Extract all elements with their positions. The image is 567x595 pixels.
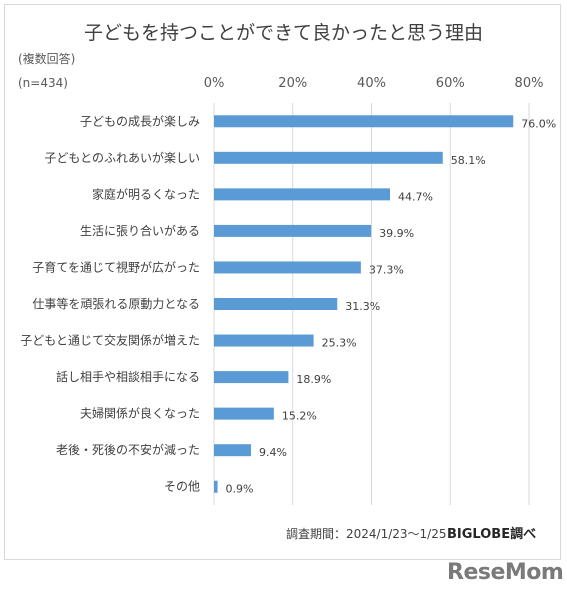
value-label: 44.7%: [398, 190, 433, 203]
category-label: 子どもの成長が楽しみ: [80, 113, 200, 128]
bar: [214, 334, 314, 347]
value-label: 31.3%: [345, 300, 380, 313]
bar: [214, 298, 338, 310]
bar: [214, 188, 391, 201]
sample-size-note: (n=434): [18, 76, 68, 90]
bar: [214, 444, 252, 457]
source-brand: BIGLOBE調べ: [447, 527, 537, 542]
category-label: 老後・死後の不安が減った: [56, 442, 200, 457]
value-label: 39.9%: [379, 227, 414, 240]
x-tick-label: 80%: [515, 76, 544, 91]
bar: [214, 115, 514, 128]
value-label: 15.2%: [282, 410, 317, 423]
chart-frame: [4, 4, 561, 560]
category-label: 仕事等を頑張れる原動力となる: [32, 297, 200, 311]
value-label: 0.9%: [226, 483, 254, 496]
category-label: 話し相手や相談相手になる: [56, 369, 200, 384]
bar: [214, 407, 274, 420]
category-label: 子どもと通じて交友関係が増えた: [20, 333, 200, 348]
bar: [214, 224, 372, 237]
x-tick-label: 0%: [204, 76, 225, 91]
x-tick-label: 60%: [436, 76, 465, 91]
multi-answer-note: (複数回答): [18, 52, 76, 66]
value-label: 37.3%: [369, 263, 404, 276]
bar: [214, 151, 443, 164]
survey-period: 調査期間：2024/1/23～1/25: [286, 527, 447, 541]
category-label: 夫婦関係が良くなった: [80, 406, 200, 421]
value-label: 76.0%: [521, 117, 556, 130]
value-label: 18.9%: [296, 373, 331, 386]
bar: [214, 371, 289, 384]
category-label: 子どもとのふれあいが楽しい: [44, 150, 200, 165]
category-label: 子育てを通じて視野が広がった: [32, 259, 200, 274]
chart-title: 子どもを持つことができて良かったと思う理由: [83, 22, 483, 44]
bar: [214, 480, 218, 493]
value-label: 9.4%: [259, 446, 287, 459]
category-label: 家庭が明るくなった: [92, 186, 200, 201]
bar: [214, 261, 361, 274]
x-tick-label: 20%: [278, 76, 307, 91]
x-tick-label: 40%: [357, 76, 386, 91]
resemom-logo: ReseMom: [447, 560, 564, 585]
category-label: 生活に張り合いがある: [80, 223, 200, 238]
value-label: 25.3%: [322, 337, 357, 350]
value-label: 58.1%: [451, 154, 486, 167]
category-label: その他: [164, 480, 200, 494]
